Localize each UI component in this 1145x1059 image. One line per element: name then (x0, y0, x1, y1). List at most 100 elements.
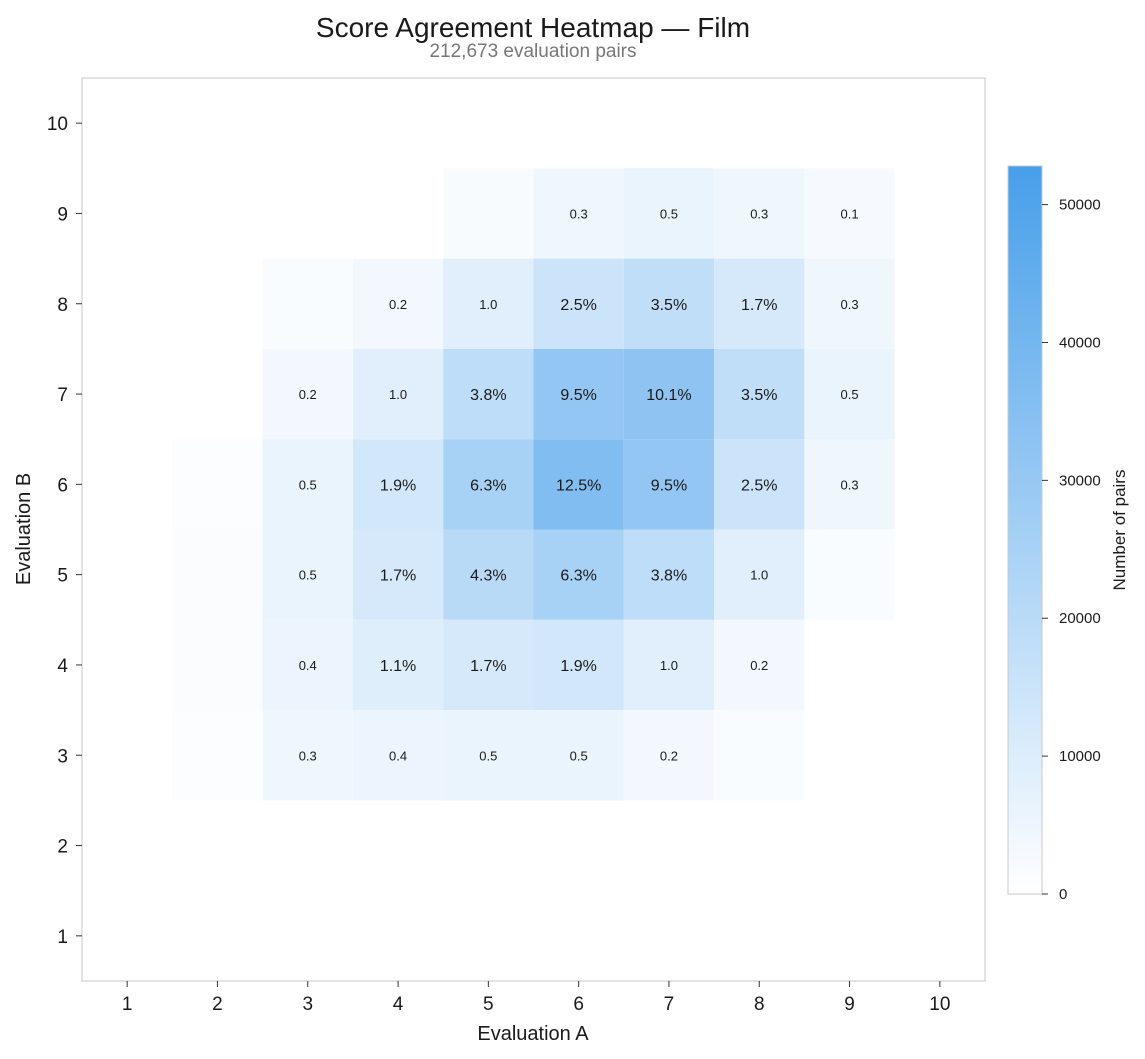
heatmap-cell-6-3 (533, 710, 624, 801)
heatmap-cell-6-6 (533, 439, 624, 530)
heatmap-cell-3-5 (262, 529, 353, 620)
heatmap-cell-4-3 (352, 710, 444, 801)
cell-label-6-9: 0.3 (570, 206, 588, 221)
x-tick-label: 5 (483, 994, 494, 1015)
heatmap-cell-5-9 (443, 168, 534, 259)
x-tick-label: 2 (212, 994, 223, 1015)
x-tick-label: 3 (302, 994, 313, 1015)
x-tick-label: 9 (844, 994, 855, 1015)
y-tick-label: 7 (57, 385, 68, 406)
heatmap-cell-6-8 (533, 258, 624, 349)
heatmap-cell-4-7 (352, 348, 444, 440)
cell-label-8-9: 0.3 (750, 206, 768, 221)
cell-labels: 0.3 0.5 0.3 0.1 0.2 1.0 2.5% 3.5% 1.7% 0.3 0.2 1.0 3… (299, 206, 859, 763)
heatmap-cell-5-4 (443, 619, 534, 711)
heatmap-cell-9-5 (804, 529, 895, 620)
cell-label-3-3: 0.3 (299, 748, 317, 763)
heatmap-cell-7-3 (623, 710, 715, 801)
cell-label-6-4: 1.9% (560, 658, 596, 675)
cell-label-7-6: 9.5% (651, 477, 687, 494)
cell-label-7-7: 10.1% (646, 387, 691, 404)
y-tick-label: 2 (57, 837, 68, 858)
y-tick-label: 4 (57, 656, 68, 677)
colorbar (1007, 165, 1043, 895)
cell-label-5-5: 4.3% (470, 568, 506, 585)
cell-label-6-7: 9.5% (560, 387, 596, 404)
colorbar-tick-label: 0 (1059, 886, 1067, 903)
cell-label-7-8: 3.5% (651, 297, 687, 314)
x-tick-label: 7 (664, 994, 675, 1015)
colorbar-tick-label: 10000 (1059, 748, 1101, 765)
heatmap-cell-8-5 (714, 529, 805, 620)
cell-label-8-7: 3.5% (741, 387, 777, 404)
heatmap-cell-5-6 (443, 439, 534, 530)
cell-label-4-3: 0.4 (389, 748, 407, 763)
y-axis-ticks: 1 2 3 4 5 6 7 8 9 10 (47, 114, 82, 948)
cell-label-7-3: 0.2 (660, 748, 678, 763)
cell-label-4-4: 1.1% (380, 658, 416, 675)
y-axis-label: Evaluation B (13, 473, 35, 585)
heatmap-cell-3-6 (262, 439, 353, 530)
heatmap-cell-8-4 (714, 619, 805, 711)
x-tick-label: 1 (122, 994, 133, 1015)
cell-label-8-5: 1.0 (750, 568, 768, 583)
heatmap-cell-9-8 (804, 258, 895, 349)
cell-label-8-4: 0.2 (750, 658, 768, 673)
cell-label-5-4: 1.7% (470, 658, 506, 675)
colorbar-tick-label: 40000 (1059, 334, 1101, 351)
colorbar-ticks: 0 10000 20000 30000 40000 50000 (1042, 197, 1101, 903)
heatmap-cell-7-9 (623, 168, 715, 259)
heatmap-cell-9-6 (804, 439, 895, 530)
cell-label-9-8: 0.3 (841, 297, 859, 312)
heatmap-cell-5-8 (443, 258, 534, 349)
heatmap-cell-8-7 (714, 348, 805, 440)
cell-label-5-3: 0.5 (479, 748, 497, 763)
x-tick-label: 10 (929, 994, 950, 1015)
heatmap-cell-6-9 (533, 168, 624, 259)
cell-label-7-5: 3.8% (651, 568, 687, 585)
cell-label-9-6: 0.3 (841, 477, 859, 492)
heatmap-cell-8-8 (714, 258, 805, 349)
y-tick-label: 6 (57, 475, 68, 496)
cell-label-8-6: 2.5% (741, 477, 777, 494)
heatmap-cell-7-6 (623, 439, 715, 530)
cell-label-6-3: 0.5 (570, 748, 588, 763)
y-tick-label: 5 (57, 566, 68, 587)
heatmap-cell-5-5 (443, 529, 534, 620)
cell-label-4-8: 0.2 (389, 297, 407, 312)
heatmap-cell-2-3 (172, 710, 263, 801)
heatmap-cell-6-4 (533, 619, 624, 711)
heatmap-cell-7-7 (623, 348, 715, 440)
heatmap-cell-8-9 (714, 168, 805, 259)
heatmap-cell-3-4 (262, 619, 353, 711)
heatmap-cell-9-9 (804, 168, 895, 259)
chart-title: Score Agreement Heatmap — Film (316, 12, 750, 43)
heatmap-cell-8-3 (714, 710, 805, 801)
cell-label-3-4: 0.4 (299, 658, 317, 673)
colorbar-label: Number of pairs (1110, 470, 1129, 591)
heatmap-cell-7-8 (623, 258, 715, 349)
y-tick-label: 10 (47, 114, 68, 135)
cell-label-4-6: 1.9% (380, 477, 416, 494)
cell-label-7-9: 0.5 (660, 206, 678, 221)
cell-label-6-6: 12.5% (556, 477, 601, 494)
cell-label-4-7: 1.0 (389, 387, 407, 402)
heatmap-cell-4-4 (352, 619, 444, 711)
y-tick-label: 9 (57, 204, 68, 225)
heatmap-cell-3-7 (262, 348, 353, 440)
heatmap-cell-2-6 (172, 439, 263, 530)
cell-label-3-6: 0.5 (299, 477, 317, 492)
cell-label-3-5: 0.5 (299, 568, 317, 583)
cell-label-8-8: 1.7% (741, 297, 777, 314)
x-axis-label: Evaluation A (477, 1023, 589, 1045)
heatmap-cell-3-3 (262, 710, 353, 801)
cell-label-5-8: 1.0 (479, 297, 497, 312)
heatmap-cell-2-4 (172, 619, 263, 711)
heatmap-cell-8-6 (714, 439, 805, 530)
heatmap-cell-7-4 (623, 619, 715, 711)
x-tick-label: 4 (393, 994, 404, 1015)
cell-label-5-7: 3.8% (470, 387, 506, 404)
cell-label-6-8: 2.5% (560, 297, 596, 314)
heatmap-cell-5-7 (443, 348, 534, 440)
cell-label-5-6: 6.3% (470, 477, 506, 494)
